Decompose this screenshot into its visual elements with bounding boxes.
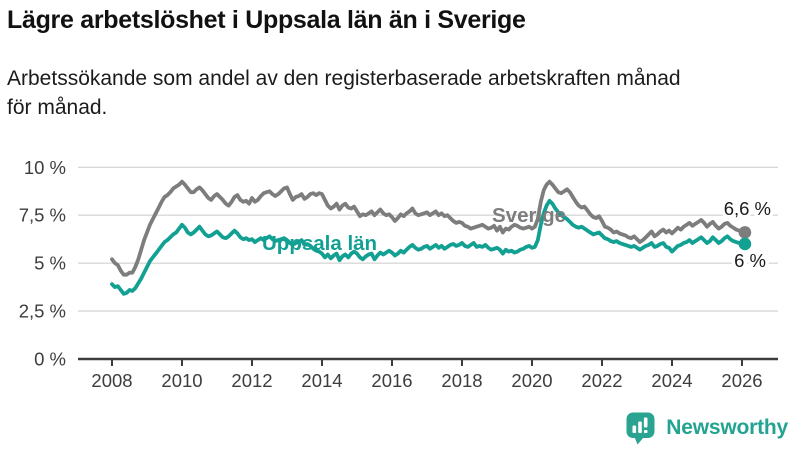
series-label-uppsala-l-n: Uppsala län bbox=[262, 232, 377, 255]
end-value-label-sverige: 6,6 % bbox=[724, 198, 771, 219]
x-axis-tick-label: 2018 bbox=[441, 370, 482, 391]
chart-subtitle-line2: för månad. bbox=[7, 96, 108, 119]
brand-name: Newsworthy bbox=[666, 416, 788, 439]
x-axis-tick-label: 2012 bbox=[231, 370, 272, 391]
chart-subtitle-line1: Arbetssökande som andel av den registerb… bbox=[7, 67, 681, 90]
unemployment-line-chart: 2008 2010 2012 2014 2016 2018 2020 2022 2024 2026… bbox=[19, 157, 778, 391]
x-axis-tick-label: 2008 bbox=[91, 370, 132, 391]
series-line-uppsala-l-n bbox=[110, 198, 747, 296]
x-axis-tick-label: 2022 bbox=[581, 370, 622, 391]
series-label-sverige: Sverige bbox=[492, 204, 566, 227]
brand-footer: Newsworthy bbox=[625, 411, 788, 445]
x-axis-tick-label: 2026 bbox=[721, 370, 762, 391]
y-axis-tick-label: 5 % bbox=[34, 253, 66, 274]
x-axis-tick-label: 2010 bbox=[161, 370, 202, 391]
x-axis-tick-label: 2020 bbox=[511, 370, 552, 391]
series-line-sverige bbox=[110, 179, 747, 277]
y-axis-tick-label: 10 % bbox=[24, 157, 66, 178]
series-end-dot-uppsala-l-n bbox=[738, 237, 752, 251]
plot-area: 2008 2010 2012 2014 2016 2018 2020 2022 2024 2026… bbox=[0, 140, 800, 410]
y-axis-tick-label: 0 % bbox=[34, 349, 66, 370]
end-value-label-uppsala-l-n: 6 % bbox=[734, 250, 766, 271]
chart-subtitle: Arbetssökande som andel av den registerb… bbox=[7, 64, 681, 122]
bar-chart-speech-bubble-icon bbox=[626, 412, 655, 445]
x-axis-tick-label: 2014 bbox=[301, 370, 342, 391]
y-axis-tick-label: 2,5 % bbox=[19, 301, 66, 322]
y-axis-tick-label: 7,5 % bbox=[19, 205, 66, 226]
x-axis-tick-label: 2016 bbox=[371, 370, 412, 391]
page-title: Lägre arbetslöshet i Uppsala län än i Sv… bbox=[7, 6, 526, 34]
x-axis-tick-label: 2024 bbox=[651, 370, 692, 391]
series-end-dot-sverige bbox=[738, 226, 752, 239]
